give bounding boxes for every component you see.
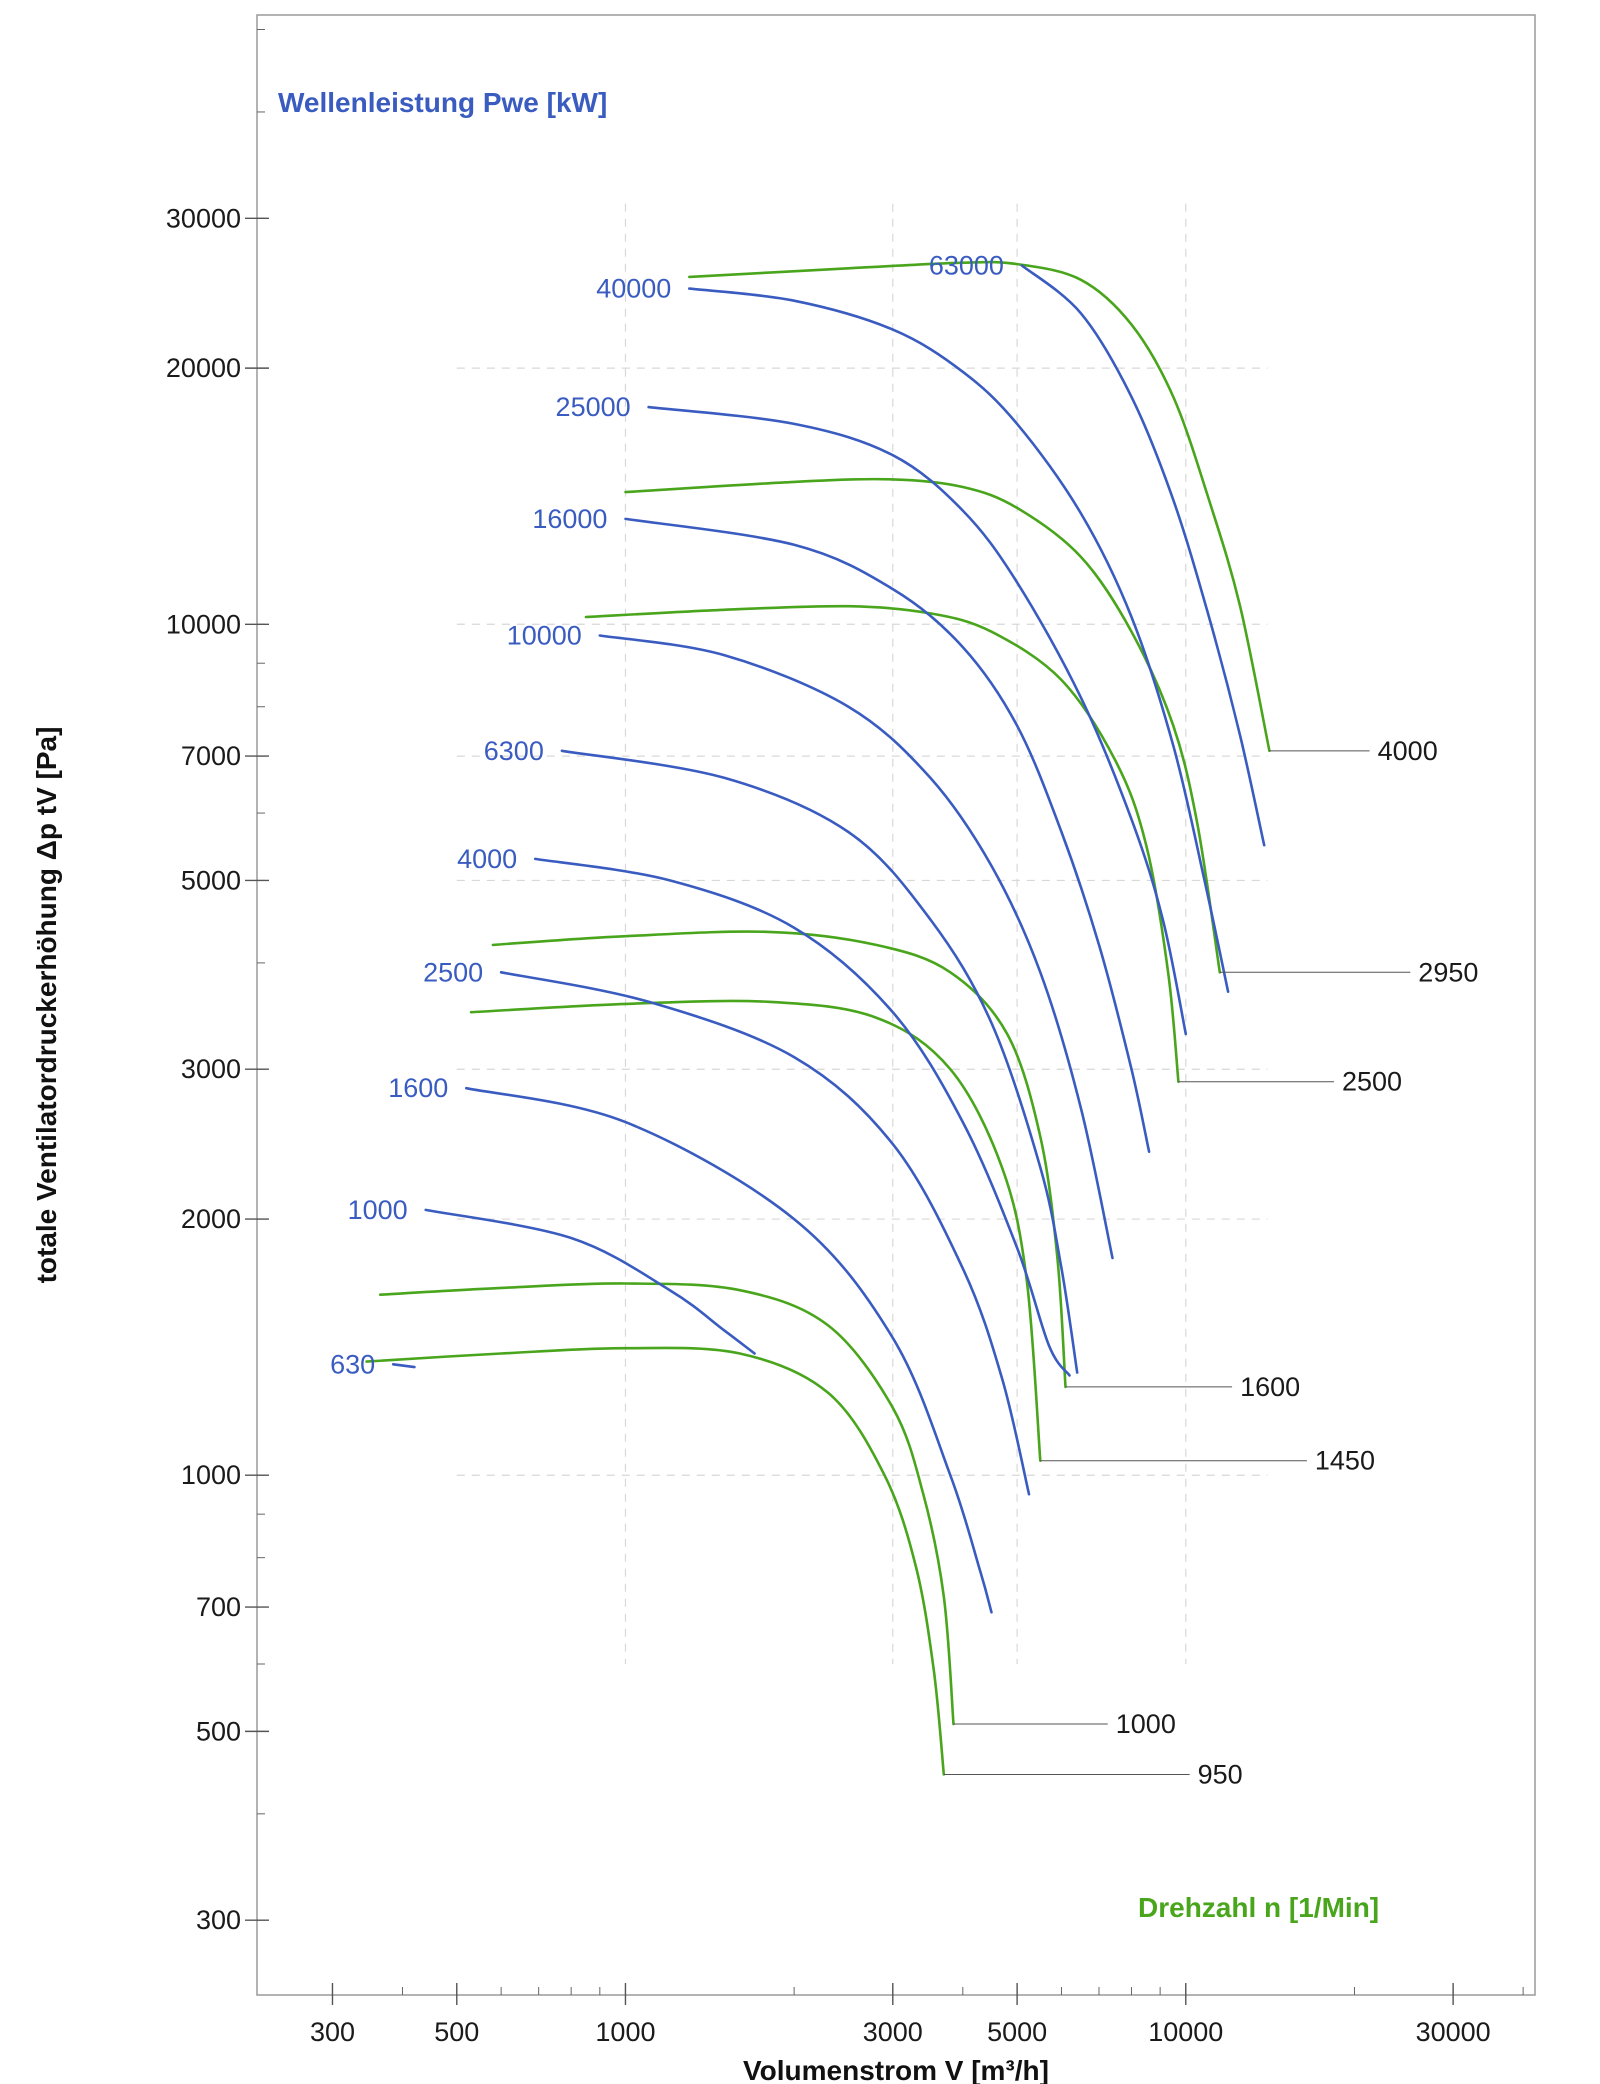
curve-labels: 63000 40000 25000 16000 10000 6300 4000 2500 160… xyxy=(330,251,1478,1790)
plot-frame xyxy=(256,14,1536,1996)
y-tick-label-1000: 1000 xyxy=(181,1460,241,1490)
x-tick-label-500: 500 xyxy=(434,2017,479,2047)
y-tick-label-7000: 7000 xyxy=(181,741,241,771)
power-curve-1000 xyxy=(424,1208,756,1355)
power-curves xyxy=(391,264,1266,1614)
speed-label-1000: 1000 xyxy=(1116,1709,1176,1739)
x-tick-label-300: 300 xyxy=(310,2017,355,2047)
x-axis-title: Volumenstrom V [m³/h] xyxy=(743,2055,1049,2084)
power-curve-10000 xyxy=(598,634,1114,1260)
power-label-2500: 2500 xyxy=(423,957,483,987)
y-axis-title: totale Ventilatordruckerhöhung Δp tV [Pa… xyxy=(31,727,62,1284)
power-label-4000: 4000 xyxy=(457,844,517,874)
y-tick-label-500: 500 xyxy=(196,1716,241,1746)
y-tick-label-300: 300 xyxy=(196,1905,241,1935)
speed-curve-950 xyxy=(365,1346,946,1776)
speed-label-2950: 2950 xyxy=(1418,957,1478,987)
y-tick-label-3000: 3000 xyxy=(181,1054,241,1084)
x-tick-label-10000: 10000 xyxy=(1148,2017,1223,2047)
speed-label-950: 950 xyxy=(1198,1759,1243,1789)
y-tick-label-20000: 20000 xyxy=(166,353,241,383)
x-tick-label-1000: 1000 xyxy=(595,2017,655,2047)
power-label-63000: 63000 xyxy=(929,251,1004,281)
power-curve-40000 xyxy=(688,287,1230,993)
speed-curve-2500 xyxy=(584,604,1180,1083)
power-curve-630 xyxy=(391,1363,416,1369)
y-tick-label-10000: 10000 xyxy=(166,609,241,639)
y-tick-label-30000: 30000 xyxy=(166,203,241,233)
x-tick-label-3000: 3000 xyxy=(863,2017,923,2047)
power-label-1000: 1000 xyxy=(348,1195,408,1225)
speed-legend-title: Drehzahl n [1/Min] xyxy=(1138,1892,1379,1923)
power-curve-2500 xyxy=(499,971,1031,1496)
x-tick-label-30000: 30000 xyxy=(1416,2017,1491,2047)
y-tick-label-2000: 2000 xyxy=(181,1204,241,1234)
speed-curve-4000 xyxy=(688,260,1271,753)
speed-label-1600: 1600 xyxy=(1240,1372,1300,1402)
power-label-25000: 25000 xyxy=(556,392,631,422)
power-curve-1600 xyxy=(465,1086,993,1614)
tick-layer: 300 500 700 1000 2000 3000 5000 7000 10000 20000 3… xyxy=(166,28,1524,2047)
speed-curve-1000 xyxy=(378,1282,955,1726)
speed-label-2500: 2500 xyxy=(1342,1067,1402,1097)
power-label-6300: 6300 xyxy=(484,736,544,766)
y-tick-label-700: 700 xyxy=(196,1592,241,1622)
speed-label-4000: 4000 xyxy=(1378,736,1438,766)
power-curve-25000 xyxy=(647,405,1188,1036)
power-curve-16000 xyxy=(624,517,1151,1153)
power-legend-title: Wellenleistung Pwe [kW] xyxy=(278,87,607,118)
power-curve-63000 xyxy=(1020,264,1266,847)
power-curve-6300 xyxy=(560,749,1079,1374)
speed-curve-2950 xyxy=(624,477,1222,974)
power-label-16000: 16000 xyxy=(532,504,607,534)
power-label-630: 630 xyxy=(330,1349,375,1379)
x-tick-label-5000: 5000 xyxy=(987,2017,1047,2047)
speed-label-1450: 1450 xyxy=(1315,1446,1375,1476)
y-tick-label-5000: 5000 xyxy=(181,865,241,895)
power-label-40000: 40000 xyxy=(596,274,671,304)
power-label-1600: 1600 xyxy=(388,1073,448,1103)
power-curve-4000 xyxy=(533,857,1071,1377)
power-label-10000: 10000 xyxy=(507,621,582,651)
